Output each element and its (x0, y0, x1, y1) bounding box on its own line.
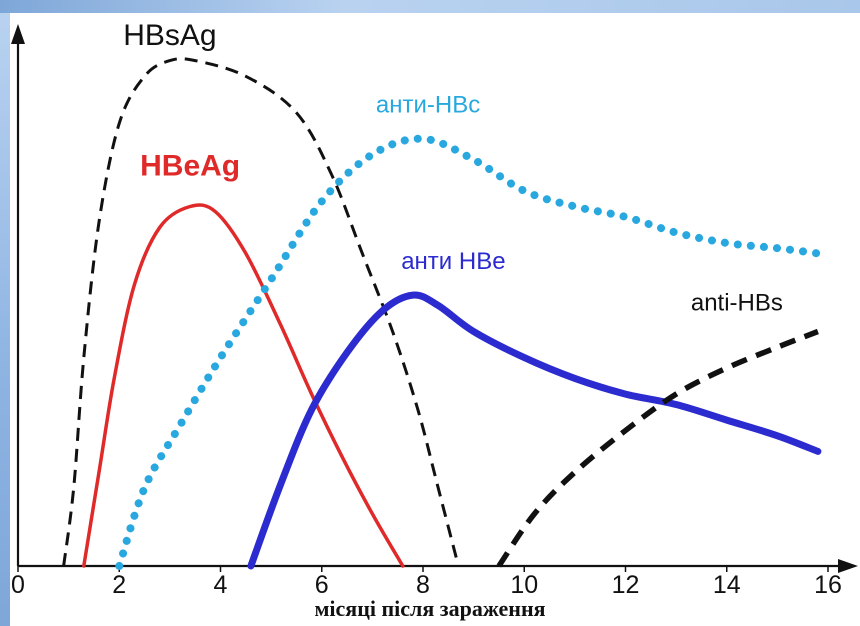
x-tick-label: 14 (713, 571, 741, 599)
series-line-0 (62, 57, 460, 567)
series-line-2 (115, 134, 822, 570)
x-tick-label: 12 (612, 571, 640, 599)
top-gradient-bar (0, 0, 860, 13)
series-line-4 (496, 328, 819, 568)
x-tick-label: 6 (315, 571, 329, 599)
series-line-1 (82, 203, 405, 568)
series-layer (62, 57, 822, 570)
series-label-1: HBeAg (140, 149, 240, 182)
series-line-3 (247, 291, 822, 570)
series-labels: HBsAg HBeAg анти-HBc анти HBe anti-HBs (123, 19, 783, 317)
x-tick-label: 2 (112, 571, 126, 599)
x-axis-title: місяці після зараження (314, 596, 546, 621)
x-tick-label: 0 (11, 571, 25, 599)
x-tick-label: 8 (416, 571, 430, 599)
axes: 0 2 4 6 8 10 12 14 16 (11, 24, 858, 599)
y-axis-arrow (11, 24, 25, 44)
x-axis-arrow (838, 559, 858, 573)
x-tick-label: 16 (814, 571, 842, 599)
x-tick-label: 4 (214, 571, 228, 599)
series-label-4: anti-HBs (691, 290, 783, 317)
series-label-0: HBsAg (123, 19, 216, 52)
series-label-2: анти-HBc (376, 92, 480, 119)
series-label-3: анти HBe (401, 248, 505, 275)
left-gradient-bar (0, 13, 10, 626)
x-tick-label: 10 (510, 571, 538, 599)
